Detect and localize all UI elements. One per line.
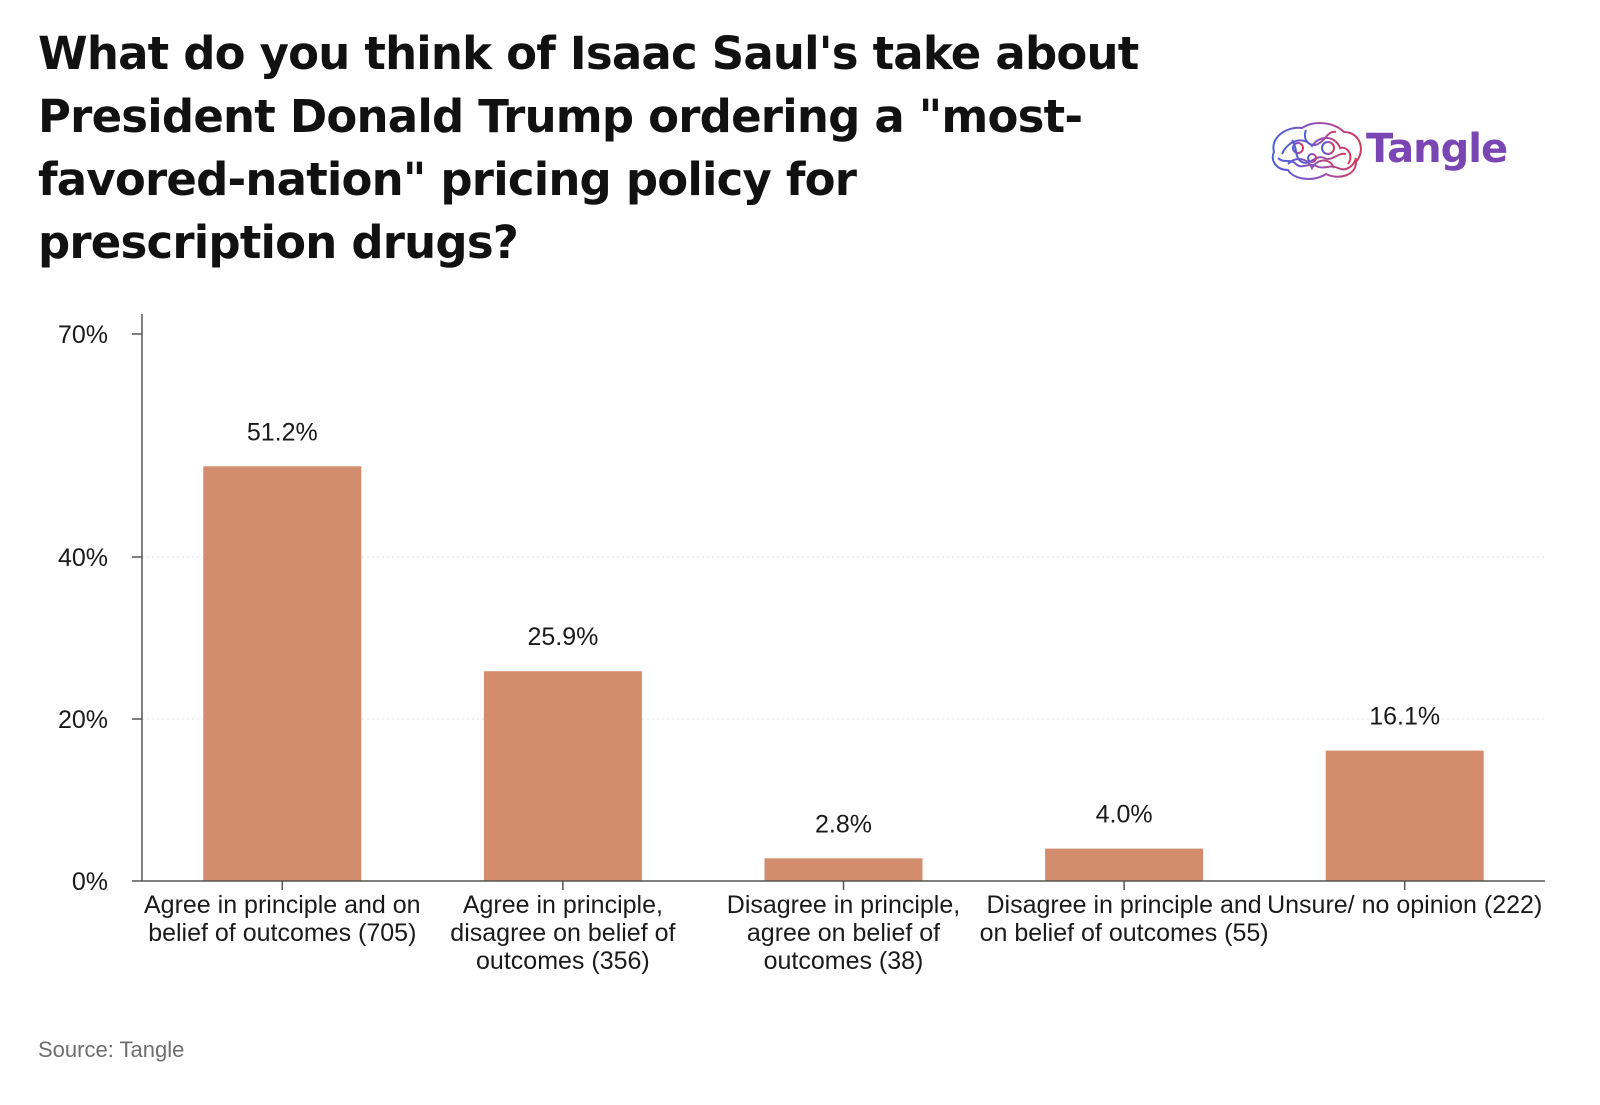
bar — [764, 858, 923, 881]
data-label: 25.9% — [527, 623, 598, 651]
y-tick-label: 0% — [72, 868, 108, 896]
chart-title: What do you think of Isaac Saul's take a… — [38, 27, 1139, 269]
data-label: 51.2% — [247, 418, 318, 446]
x-tick-label: Disagree in principle, agree on belief o… — [726, 891, 961, 975]
bar-chart: 0% 20% 40% 70% 51.2% 25.9% 2.8% 4.0% 16.1% — [58, 314, 1545, 896]
tangle-logo: Tangle — [1268, 118, 1528, 184]
x-tick-label: Agree in principle and on belief of outc… — [144, 891, 421, 947]
bar — [203, 466, 362, 881]
y-tick-label: 20% — [58, 706, 108, 734]
bar — [1325, 750, 1484, 881]
tangle-logo-text: Tangle — [1366, 126, 1508, 172]
bar — [483, 671, 642, 881]
data-label: 2.8% — [815, 810, 872, 838]
source-note: Source: Tangle — [38, 1037, 185, 1062]
x-tick-label: Unsure/ no opinion (222) — [1267, 891, 1543, 919]
y-tick-label: 40% — [58, 544, 108, 572]
x-tick-label: Agree in principle, disagree on belief o… — [450, 891, 676, 975]
bars — [203, 466, 1484, 881]
y-tick-label: 70% — [58, 321, 108, 349]
brain-scribble-icon — [1271, 122, 1362, 180]
data-label: 4.0% — [1096, 801, 1153, 829]
gridlines — [142, 556, 1545, 720]
bar — [1045, 848, 1204, 881]
data-label: 16.1% — [1369, 703, 1440, 731]
y-axis-ticks: 0% 20% 40% 70% — [58, 321, 1406, 896]
x-tick-label: Disagree in principle and on belief of o… — [979, 891, 1269, 947]
data-labels: 51.2% 25.9% 2.8% 4.0% 16.1% — [247, 418, 1440, 838]
